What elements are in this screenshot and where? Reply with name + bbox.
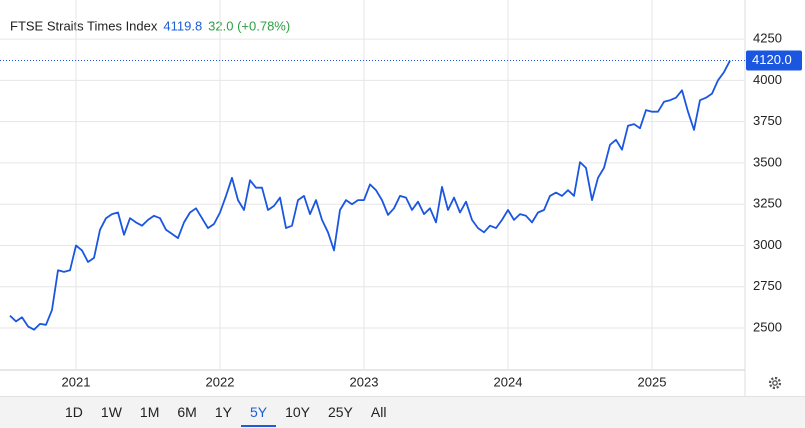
- price-change: 32.0 (+0.78%): [208, 18, 290, 33]
- x-tick-label: 2024: [494, 374, 523, 389]
- range-button[interactable]: All: [370, 404, 387, 420]
- y-tick-label: 3750: [753, 113, 782, 128]
- y-tick-label: 2500: [753, 319, 782, 334]
- last-price-box: [746, 50, 802, 71]
- last-price-label: 4120.0: [752, 52, 792, 67]
- y-tick-label: 4250: [753, 31, 782, 46]
- x-tick-label: 2025: [638, 374, 667, 389]
- chart-title: FTSE Straits Times Index: [10, 18, 158, 33]
- x-tick-label: 2023: [350, 374, 379, 389]
- y-tick-label: 3250: [753, 196, 782, 211]
- settings-icon[interactable]: [768, 376, 782, 390]
- y-tick-label: 3500: [753, 154, 782, 169]
- x-tick-label: 2021: [62, 374, 91, 389]
- grid: [0, 0, 745, 370]
- y-tick-label: 4000: [753, 72, 782, 87]
- y-tick-label: 2750: [753, 278, 782, 293]
- y-tick-label: 3000: [753, 237, 782, 252]
- range-button[interactable]: 1W: [100, 404, 122, 420]
- range-bar: 1D 1W 1M 6M 1Y 5Y 10Y 25Y All: [0, 396, 805, 428]
- chart: FTSE Straits Times Index 4119.8 32.0 (+0…: [0, 0, 802, 396]
- range-button[interactable]: 5Y: [240, 398, 277, 427]
- x-tick-label: 2022: [206, 374, 235, 389]
- range-button[interactable]: 6M: [177, 404, 197, 420]
- price-line: [9, 60, 731, 331]
- range-button[interactable]: 25Y: [327, 404, 353, 420]
- range-button[interactable]: 1M: [139, 404, 160, 420]
- price: 4119.8: [163, 18, 202, 33]
- range-button[interactable]: 1D: [65, 404, 83, 420]
- range-button[interactable]: 10Y: [285, 404, 310, 420]
- range-button[interactable]: 1Y: [214, 404, 232, 420]
